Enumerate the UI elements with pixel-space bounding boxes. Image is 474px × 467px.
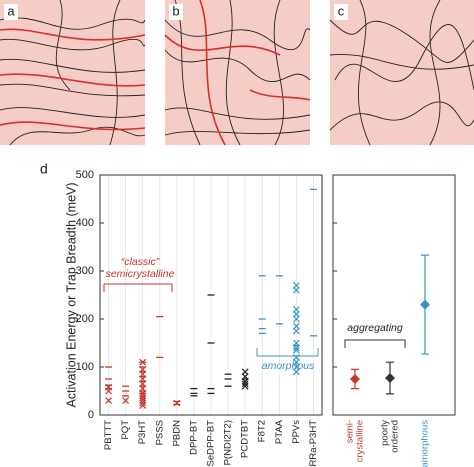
bracket <box>103 283 173 292</box>
x-tick-label: P3HT <box>137 420 148 444</box>
x-tick-label: PTAA <box>274 419 285 444</box>
y-tick-label: 200 <box>76 313 94 325</box>
cross-marker <box>241 380 249 388</box>
panel-label: d <box>40 161 48 177</box>
y-tick-label: 300 <box>76 265 94 277</box>
cross-marker <box>292 368 300 376</box>
cross-marker <box>122 397 130 405</box>
cross-marker <box>292 327 300 335</box>
panel-label: b <box>172 3 179 18</box>
x-tick-label: SeDPP-BT <box>206 420 217 467</box>
x-tick-label: F8T2 <box>257 420 268 442</box>
panel-a <box>0 0 146 146</box>
plot-frame <box>332 174 456 416</box>
cross-marker <box>292 286 300 294</box>
y-tick-label: 400 <box>76 217 94 229</box>
cross-marker <box>139 399 147 407</box>
panel-label-box <box>334 4 348 20</box>
y-tick-label: 100 <box>76 361 94 373</box>
x-tick-label: semi- <box>345 420 356 443</box>
cross-marker <box>139 358 147 366</box>
y-axis-label: Activation Energy or Trap Breadth (meV) <box>64 182 78 407</box>
bracket <box>344 339 406 348</box>
x-tick-label: PBTTT <box>103 420 114 450</box>
annotation: “classic” <box>121 256 160 268</box>
panel-label-box <box>169 4 183 20</box>
x-tick-label: ordered <box>390 420 401 453</box>
x-tick-label: P(NDI2T2) <box>223 420 234 465</box>
x-tick-label: PCDTBT <box>240 420 251 458</box>
cross-marker <box>292 315 300 323</box>
panel-c <box>329 0 474 146</box>
cross-marker <box>105 387 112 395</box>
panel-label: c <box>338 3 345 18</box>
x-tick-label: crystalline <box>355 420 366 462</box>
annotation: aggregating <box>347 322 403 334</box>
x-tick-label: poorly <box>380 420 391 446</box>
x-tick-label: PSSS <box>154 420 165 445</box>
bracket <box>256 348 319 357</box>
diamond-marker <box>420 299 430 310</box>
annotation: amorphous <box>262 360 315 372</box>
cross-marker <box>292 346 300 354</box>
x-tick-label: PQT <box>120 420 131 440</box>
y-tick-label: 0 <box>88 409 94 421</box>
cross-marker <box>241 382 249 390</box>
x-tick-label: amorphous <box>420 420 431 467</box>
annotation: semicrystalline <box>106 268 175 280</box>
cross-marker <box>105 397 112 405</box>
plot-frame <box>99 174 323 416</box>
x-tick-label: DPP-BT <box>188 420 199 455</box>
cross-marker <box>139 401 147 409</box>
panel-b <box>164 0 311 146</box>
cross-marker <box>173 399 181 407</box>
panel-label: a <box>7 3 15 18</box>
x-tick-label: PBDN <box>171 420 182 447</box>
x-tick-label: RRa-P3HT <box>308 420 319 467</box>
diamond-marker <box>385 373 395 384</box>
x-tick-label: PPVs <box>291 420 302 444</box>
y-tick-label: 500 <box>76 169 94 181</box>
diamond-marker <box>350 374 360 384</box>
panel-label-box <box>4 4 18 20</box>
cross-marker <box>292 344 300 352</box>
